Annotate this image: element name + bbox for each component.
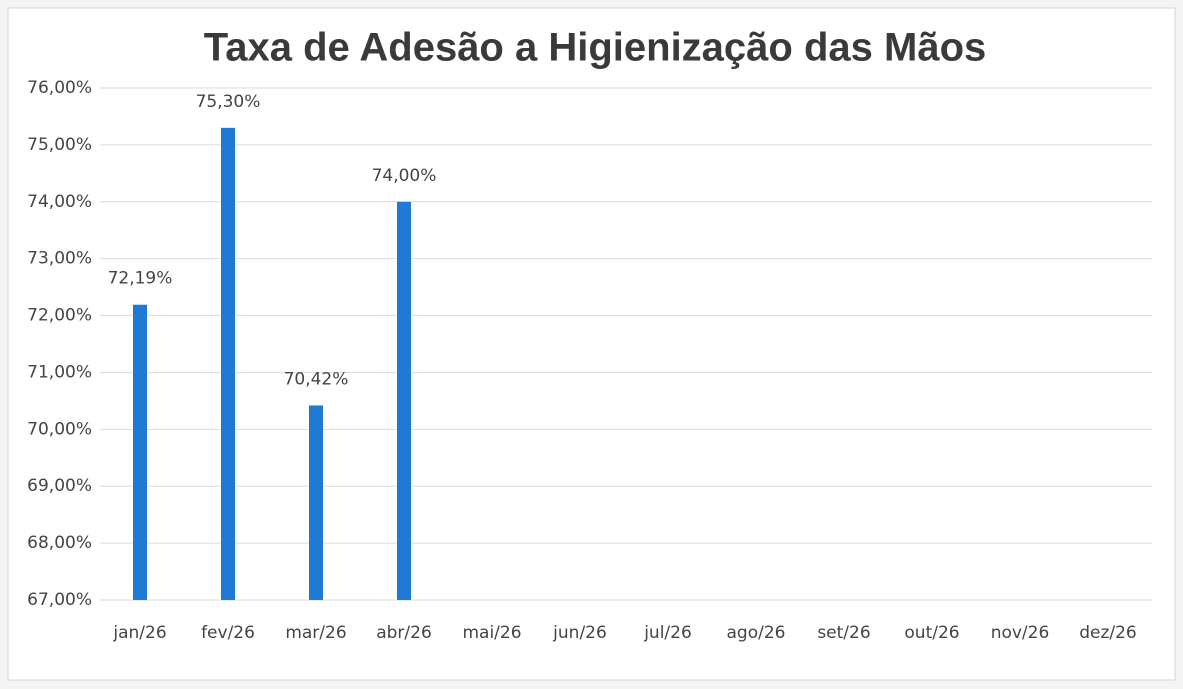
y-tick-label: 73,00%	[27, 249, 92, 269]
chart-title: Taxa de Adesão a Higienização das Mãos	[204, 26, 987, 70]
x-tick-label: jan/26	[112, 623, 166, 643]
y-tick-label: 75,00%	[27, 135, 92, 155]
bar	[309, 405, 323, 600]
x-tick-label: set/26	[817, 623, 870, 643]
x-tick-label: mai/26	[462, 623, 521, 643]
bar	[397, 201, 411, 600]
chart-frame	[7, 7, 1176, 681]
x-tick-label: jun/26	[552, 623, 607, 643]
data-label: 74,00%	[372, 166, 437, 186]
y-tick-label: 69,00%	[27, 476, 92, 496]
x-tick-label: mar/26	[285, 623, 346, 643]
y-tick-label: 71,00%	[27, 362, 92, 382]
x-tick-label: dez/26	[1079, 623, 1137, 643]
y-tick-label: 72,00%	[27, 306, 92, 326]
y-tick-label: 76,00%	[27, 78, 92, 98]
x-tick-label: abr/26	[376, 623, 432, 643]
x-tick-label: ago/26	[727, 623, 786, 643]
y-tick-label: 68,00%	[27, 533, 92, 553]
x-tick-label: jul/26	[643, 623, 692, 643]
y-tick-label: 70,00%	[27, 419, 92, 439]
y-tick-label: 67,00%	[27, 590, 92, 610]
y-tick-label: 74,00%	[27, 192, 92, 212]
x-tick-label: nov/26	[991, 623, 1050, 643]
data-label: 70,42%	[284, 369, 349, 389]
bar	[133, 304, 147, 600]
x-tick-label: out/26	[904, 623, 959, 643]
data-label: 75,30%	[196, 92, 261, 112]
bar	[221, 127, 235, 601]
x-tick-label: fev/26	[201, 623, 255, 643]
data-label: 72,19%	[108, 269, 173, 289]
